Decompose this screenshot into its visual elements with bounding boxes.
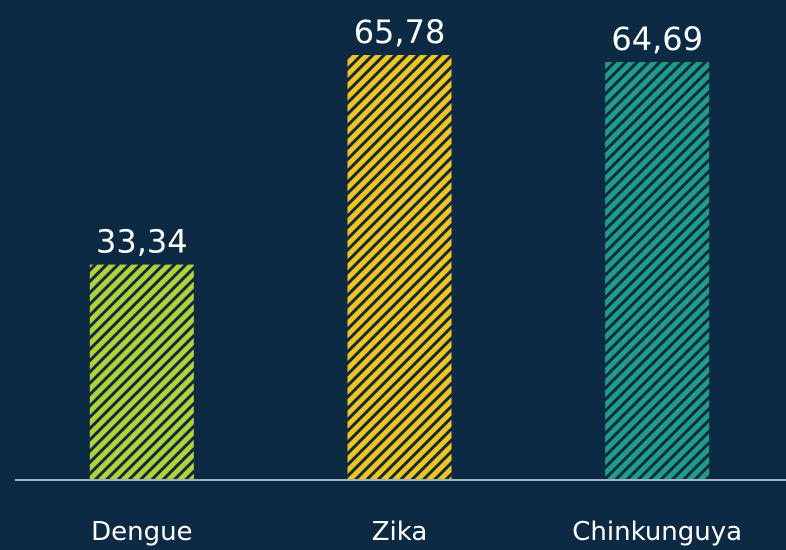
bar xyxy=(89,264,194,480)
x-tick-label: Zika xyxy=(372,517,428,547)
x-tick-label: Dengue xyxy=(91,517,192,547)
bar xyxy=(605,62,710,480)
value-label: 65,78 xyxy=(354,13,446,51)
value-label: 33,34 xyxy=(96,223,188,261)
bar xyxy=(347,55,452,480)
value-label: 64,69 xyxy=(611,20,703,58)
x-tick-label: Chinkunguya xyxy=(572,517,742,547)
